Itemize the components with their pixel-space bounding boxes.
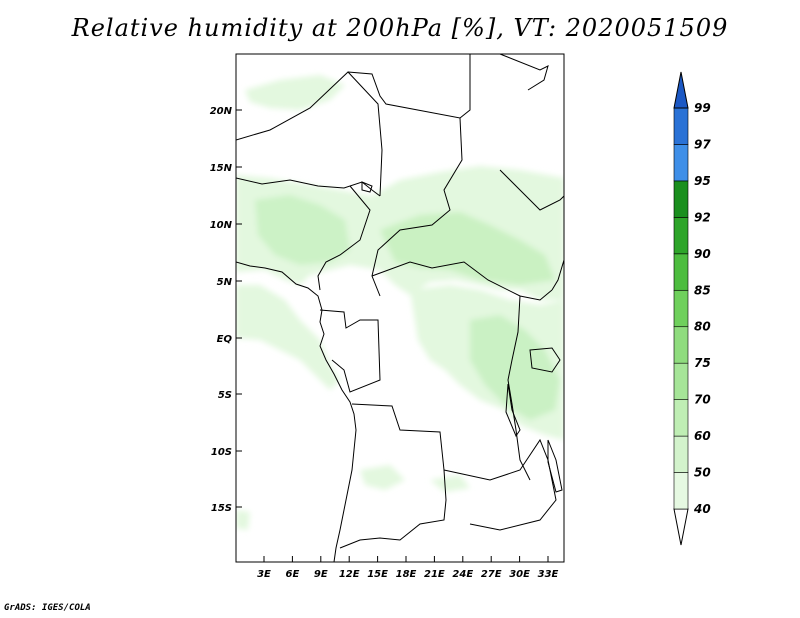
lon-tick-label: 33E	[538, 569, 559, 580]
red-sea-coast	[499, 54, 549, 91]
lat-tick-label: 15N	[210, 163, 233, 174]
lat-tick-label: 20N	[210, 106, 233, 117]
colorbar-level-label: 60	[694, 429, 711, 443]
colorbar-level-label: 90	[694, 247, 711, 261]
boundaries	[236, 54, 564, 562]
colorbar-level-label: 85	[694, 283, 711, 297]
lat-tick-label: 5S	[218, 390, 232, 401]
border-libya	[347, 54, 471, 119]
border-nigeria-cameroon	[317, 185, 371, 291]
colorbar-swatch	[673, 435, 689, 473]
colorbar-swatch	[673, 217, 689, 255]
lat-tick-label: 5N	[217, 277, 233, 288]
colorbar-level-label: 40	[693, 502, 711, 516]
colorbar-level-label: 70	[694, 393, 711, 407]
colorbar-swatch	[673, 362, 689, 400]
colorbar-swatch	[673, 326, 689, 364]
humidity-area-sw-spot	[236, 510, 250, 530]
lon-tick-label: 9E	[314, 569, 328, 580]
lat-tick-label: 10N	[210, 220, 233, 231]
colorbar-swatch	[673, 253, 689, 291]
colorbar-bottom-arrow	[673, 508, 689, 546]
colorbar-level-label: 99	[694, 101, 711, 115]
lake-chad	[361, 181, 373, 193]
border-congo	[319, 309, 381, 393]
humidity-area-south-spot	[360, 465, 405, 490]
colorbar-level-label: 50	[694, 466, 711, 480]
lon-tick-label: 21E	[424, 569, 445, 580]
colorbar-top-arrow	[673, 71, 689, 109]
humidity-area-nigeria	[255, 195, 350, 265]
colorbar-level-label: 95	[694, 174, 711, 188]
lon-tick-label: 18E	[396, 569, 417, 580]
humidity-area-north-spots	[245, 75, 345, 110]
humidity-shading	[236, 75, 564, 530]
colorbar-swatch	[673, 289, 689, 328]
colorbar-level-label: 80	[694, 320, 711, 334]
humidity-area-lakes	[470, 315, 560, 420]
colorbar: 40 50 60 70 75 80 85 90 92 95 97 99	[673, 71, 711, 546]
colorbar-level-label: 97	[694, 137, 711, 151]
colorbar-swatch	[673, 107, 689, 145]
lon-tick-label: 27E	[481, 569, 502, 580]
lon-tick-label: 6E	[286, 569, 300, 580]
colorbar-swatch	[673, 399, 689, 437]
humidity-area-coast	[236, 285, 340, 390]
lon-tick-label: 24E	[452, 569, 473, 580]
lon-tick-label: 12E	[339, 569, 360, 580]
border-east	[551, 259, 564, 291]
border-sudan	[371, 117, 463, 297]
lon-tick-label: 30E	[509, 569, 530, 580]
humidity-area-south-spot-2	[430, 475, 470, 492]
border-sahel	[236, 177, 381, 197]
border-ethiopia	[499, 169, 564, 211]
lat-tick-label: 10S	[211, 447, 232, 458]
grads-credit: GrADS: IGES/COLA	[4, 603, 91, 613]
lake-malawi	[547, 439, 563, 493]
colorbar-level-label: 75	[694, 356, 711, 370]
lon-tick-label: 3E	[257, 569, 271, 580]
lat-tick-label: EQ	[217, 334, 233, 345]
lake-victoria	[529, 347, 561, 373]
border-car	[371, 261, 553, 301]
colorbar-swatch	[673, 472, 689, 510]
map-title: Relative humidity at 200hPa [%], VT: 202…	[71, 14, 729, 42]
colorbar-swatch	[673, 180, 689, 218]
longitude-axis: 3E 6E 9E 12E 15E 18E 21E 24E 27E 30E 33E	[257, 556, 559, 580]
coastline-west	[236, 261, 357, 562]
colorbar-swatch	[673, 144, 689, 182]
latitude-axis: 20N 15N 10N 5N EQ 5S 10S 15S	[210, 106, 242, 514]
lat-tick-label: 15S	[211, 503, 232, 514]
lon-tick-label: 15E	[367, 569, 388, 580]
border-drc-east	[507, 295, 531, 481]
border-angola	[339, 403, 447, 549]
map-frame	[235, 53, 565, 563]
colorbar-level-label: 92	[694, 210, 711, 224]
lake-tanganyika	[505, 383, 521, 438]
humidity-area-central-core	[380, 212, 555, 285]
